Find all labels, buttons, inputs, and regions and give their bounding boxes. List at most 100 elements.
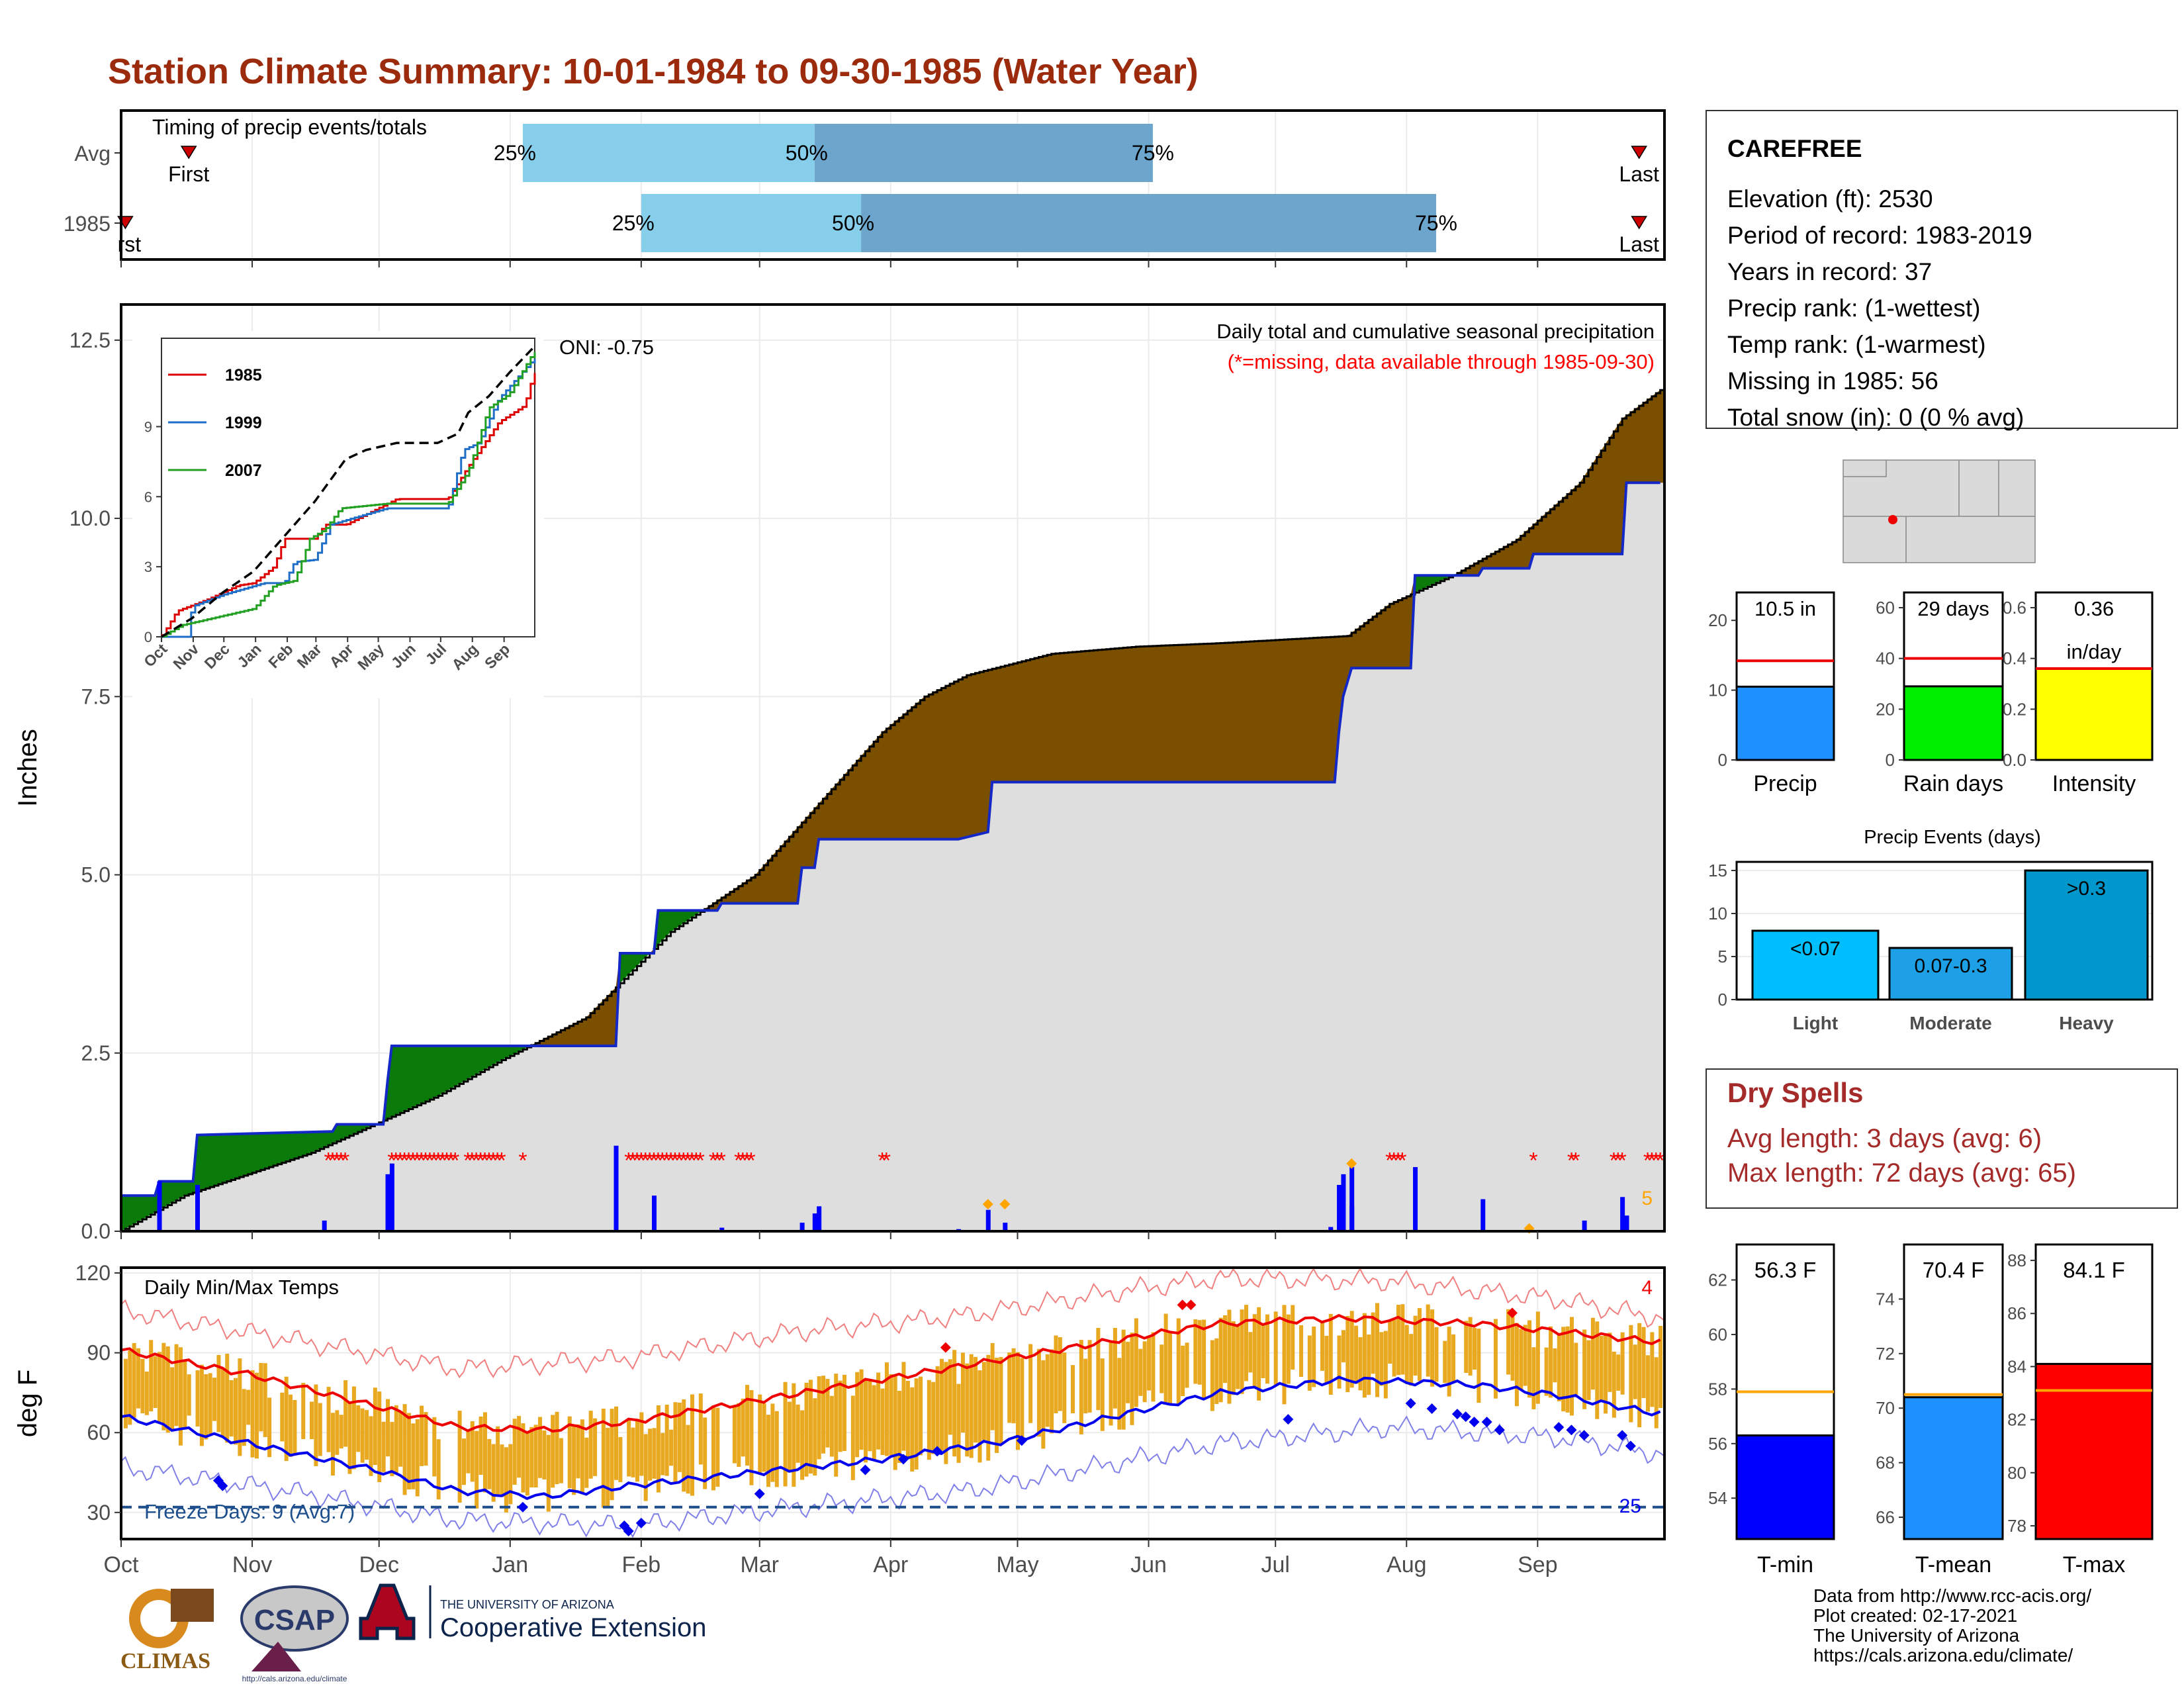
daily-temp-bar [944,1362,948,1464]
daily-temp-bar [466,1429,471,1474]
daily-temp-bar [1565,1326,1570,1413]
daily-temp-bar [880,1388,885,1455]
daily-temp-bar [1121,1329,1126,1430]
footer-line: The University of Arizona [1813,1625,2020,1646]
page-title: Station Climate Summary: 10-01-1984 to 0… [108,52,1199,91]
daily-temp-bar [1426,1304,1430,1377]
missing-marker: * [404,1148,413,1173]
daily-temp-bar [1620,1332,1625,1395]
temp-y-tick: 86 [2007,1303,2026,1323]
daily-temp-bar [462,1438,467,1485]
daily-temp-bar [1126,1341,1130,1403]
last-label: Last [1619,232,1659,256]
cold-record-diamond [1405,1398,1416,1409]
daily-temp-bar [208,1373,212,1434]
missing-marker: * [493,1148,502,1173]
daily-temp-bar [555,1411,559,1485]
events-y-tick: 0 [1718,990,1727,1009]
daily-temp-bar [601,1409,606,1508]
daily-temp-bar [1582,1329,1587,1409]
missing-marker: * [1529,1148,1537,1173]
daily-precip-bar [1582,1220,1587,1231]
daily-temp-bar [948,1359,952,1435]
missing-marker: * [387,1148,396,1173]
daily-precip-bar [812,1213,817,1231]
daily-temp-bar [1163,1313,1168,1403]
csap-logo-text: CSAP [254,1604,335,1636]
daily-temp-bar [1535,1311,1540,1404]
daily-temp-bar [978,1370,982,1463]
missing-marker: * [1398,1148,1406,1173]
daily-temp-bar [373,1387,377,1466]
mini-bar-label: Precip [1753,771,1817,796]
daily-temp-bar [1388,1319,1392,1364]
daily-precip-bar [1480,1199,1486,1231]
temp-y-tick: 72 [1876,1344,1895,1364]
daily-temp-bar [829,1395,834,1457]
daily-temp-bar [301,1382,306,1439]
temp-bar-value: 70.4 F [1923,1258,1985,1282]
daily-temp-bar [1514,1323,1519,1407]
month-label: Mar [740,1552,779,1577]
daily-temp-bar [627,1418,631,1477]
y-tick-label: 10.0 [69,506,111,530]
daily-temp-bar [711,1405,715,1491]
daily-temp-bar [310,1401,314,1440]
event-bar-text: <0.07 [1790,938,1841,960]
daily-temp-bar [1586,1340,1591,1401]
daily-temp-bar [974,1356,978,1443]
month-label: Aug [1387,1552,1427,1577]
daily-temp-bar [1375,1303,1380,1397]
cold-record-diamond [1460,1411,1471,1423]
missing-marker: * [1389,1148,1398,1173]
daily-precip-bar [817,1206,822,1231]
daily-temp-bar [381,1421,386,1472]
daily-temp-bar [868,1380,872,1452]
daily-precip-bar [652,1196,657,1231]
daily-temp-bar [386,1399,390,1457]
dry-max: Max length: 72 days (avg: 65) [1727,1158,2076,1188]
daily-temp-bar [1341,1330,1345,1363]
daily-temp-bar [289,1394,293,1457]
hot-count: 4 [1641,1277,1653,1299]
station-line: Total snow (in): 0 (0 % avg) [1727,404,2024,431]
daily-temp-bar [318,1403,322,1456]
mini-y-tick: 0.6 [2003,598,2026,618]
temp-bar-label: T-mean [1915,1552,1991,1577]
daily-temp-bar [1138,1348,1143,1396]
cold-record-diamond [1494,1425,1505,1436]
daily-temp-bar [774,1411,779,1487]
missing-marker: * [497,1148,506,1173]
cold-record-diamond [635,1517,647,1528]
daily-temp-bar [610,1409,614,1501]
daily-temp-bar [525,1432,529,1496]
station-info-box: CAREFREE Elevation (ft): 2530 Period of re… [1706,110,2178,431]
daily-temp-bar [850,1395,855,1480]
missing-marker: * [472,1148,480,1173]
daily-temp-bar [939,1358,944,1451]
missing-marker: * [1610,1148,1618,1173]
missing-marker: * [713,1148,721,1173]
daily-temp-bar [212,1378,217,1421]
cold-record-diamond [860,1464,871,1476]
daily-temp-bar [165,1346,170,1433]
daily-temp-bar [432,1417,437,1477]
daily-temp-bar [804,1382,809,1477]
daily-precip-bar [385,1174,390,1231]
daily-precip-bar [1341,1174,1346,1231]
daily-temp-bar [631,1427,635,1477]
csap-url: http://cals.arizona.edu/climate [242,1674,347,1683]
inset-average-line [161,346,535,638]
daily-temp-bar [250,1370,255,1458]
daily-temp-bar [314,1384,318,1466]
temp-y-tick: 58 [1708,1379,1727,1399]
daily-temp-bar [1240,1309,1244,1394]
missing-marker: * [1614,1148,1622,1173]
station-line: Precip rank: (1-wettest) [1727,295,1980,322]
daily-temp-bar [1227,1309,1232,1404]
daily-temp-bar [677,1402,682,1472]
above-average-area [121,390,1664,1196]
daily-temp-bar [123,1358,128,1429]
cold-record-diamond [1451,1409,1463,1420]
